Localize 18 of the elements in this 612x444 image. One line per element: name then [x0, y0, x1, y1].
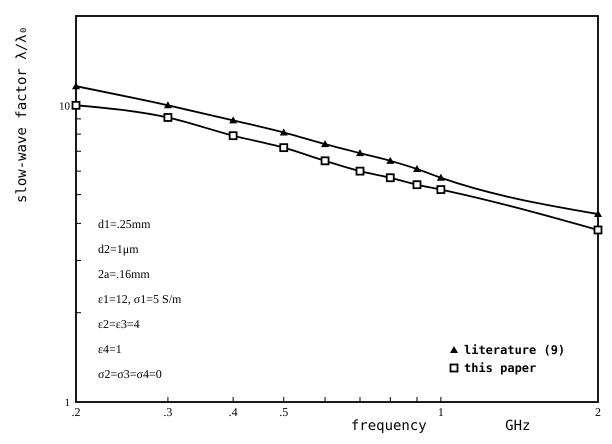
annotation: 2a=.16mm: [98, 267, 150, 281]
x-tick-label: 2: [595, 405, 601, 419]
legend-label: literature (9): [464, 343, 566, 357]
x-tick-label: .3: [163, 405, 172, 419]
x-tick-label: .2: [72, 405, 80, 419]
annotation: d2=1μm: [98, 242, 140, 256]
annotation: ε1=12, σ1=5 S/m: [98, 292, 182, 306]
annotation: ε4=1: [98, 342, 122, 356]
annotation: σ2=σ3=σ4=0: [98, 367, 162, 381]
x-tick-label: .4: [228, 405, 238, 419]
y-tick-label: 10: [59, 100, 70, 112]
annotation: ε2=ε3=4: [98, 317, 140, 331]
x-tick-label: .5: [279, 405, 288, 419]
x-tick-label: 1: [438, 405, 444, 419]
legend-label: this paper: [464, 361, 536, 375]
y-axis-title: slow-wave factor λ/λ₀: [14, 26, 30, 204]
annotation: d1=.25mm: [98, 217, 152, 231]
x-axis-title: frequency GHz: [350, 418, 530, 434]
